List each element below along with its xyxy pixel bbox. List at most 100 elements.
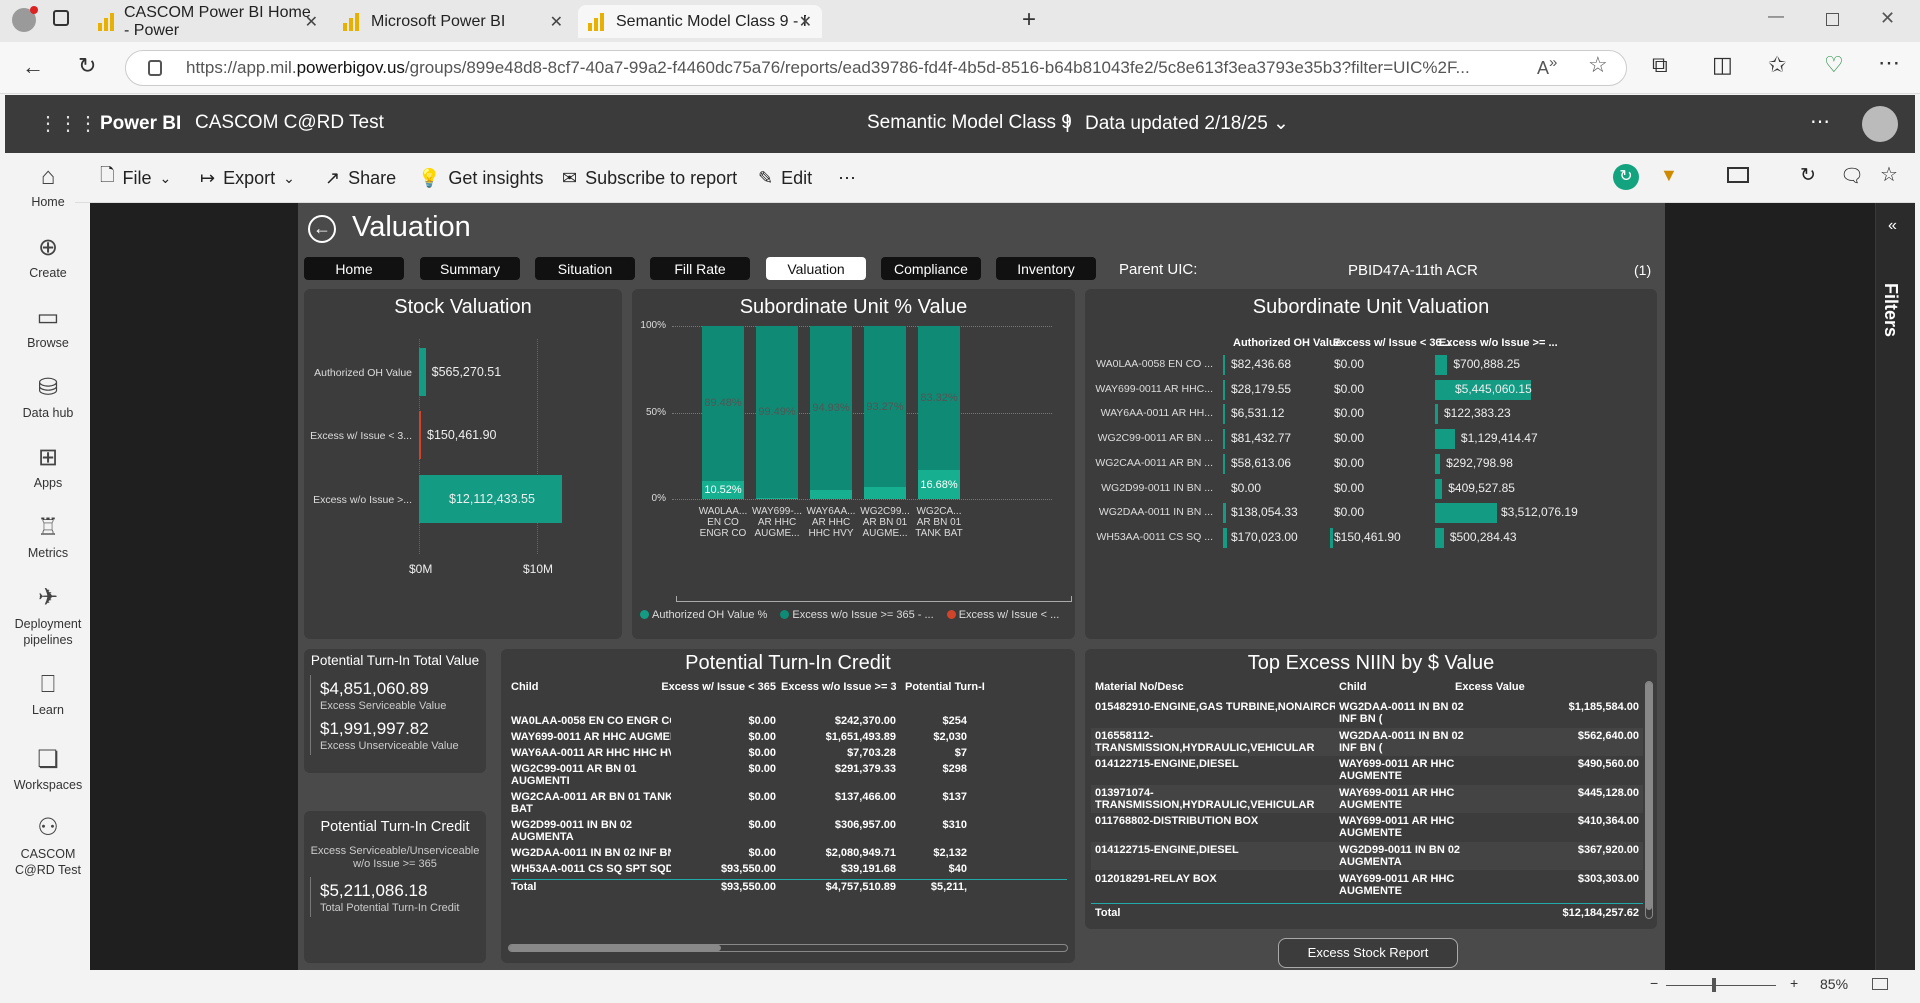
stock-valuation-visual[interactable]: Stock Valuation Authorized OH Value $565,… [304, 289, 671, 639]
row-label[interactable]: WA0LAA-0058 EN CO ... [1096, 358, 1213, 370]
app-launcher-icon[interactable]: ⋮⋮⋮ [38, 113, 98, 135]
row-label[interactable]: WH53AA-0011 CS SQ ... [1096, 530, 1213, 543]
table-row[interactable]: 015482910-ENGINE,GAS TURBINE,NONAIRCRAFT… [1091, 699, 1643, 727]
table-row[interactable]: 014122715-ENGINE,DIESEL WAY699-0011 AR HH… [1091, 756, 1643, 784]
column-header[interactable]: Excess Value [1455, 681, 1525, 693]
column-header[interactable]: Potential Turn-In [905, 681, 985, 693]
page-button-home[interactable]: Home [304, 257, 404, 280]
bar[interactable] [1435, 527, 1444, 548]
row-label[interactable]: WG2D99-0011 IN BN ... [1101, 481, 1213, 494]
authorized-segment[interactable] [702, 480, 744, 499]
bar[interactable] [1330, 527, 1333, 548]
page-button-valuation[interactable]: Valuation [766, 257, 866, 280]
new-tab-button[interactable]: + [1022, 6, 1037, 33]
table-row[interactable]: WG2DAA-0011 IN BN 02 INF BN ($0.00 $2,080… [511, 847, 1067, 863]
collapse-icon[interactable]: « [1888, 217, 1897, 234]
zoom-in-button[interactable]: + [1790, 975, 1799, 991]
bar[interactable] [1435, 453, 1441, 474]
user-avatar[interactable] [1862, 106, 1898, 142]
column-header[interactable]: Excess w/o Issue >= 365 [781, 681, 896, 693]
top-excess-niin-visual[interactable]: Top Excess NIIN by $ Value Material No/D… [1085, 649, 1657, 929]
get-insights-button[interactable]: 💡 Get insights [418, 153, 543, 203]
turnin-total-card[interactable]: Potential Turn-In Total Value $4,851,060… [304, 649, 486, 773]
column-header[interactable]: Child [511, 681, 539, 693]
tab-cascom-home[interactable]: CASCOM Power BI Home - Power ✕ [88, 4, 328, 39]
url-field[interactable]: https://app.mil. powerbigov.us/groups/899… [125, 50, 1627, 86]
table-row[interactable]: 014122715-ENGINE,DIESEL WG2D99-0011 IN BN… [1091, 842, 1643, 870]
subordinate-pct-visual[interactable]: Subordinate Unit % Value 100% 50% 0% 89.48%… [632, 289, 1075, 639]
page-button-situation[interactable]: Situation [535, 257, 635, 280]
parent-uic-value[interactable]: PBID47A-11th ACR [1348, 262, 1478, 279]
bar[interactable] [1223, 429, 1225, 450]
nav-data-hub[interactable]: ⛁ Data hub [5, 373, 91, 420]
bar[interactable] [1435, 355, 1448, 375]
table-row[interactable]: 013971074- TRANSMISSION,HYDRAULIC,VEHICUL… [1091, 784, 1643, 813]
table-row[interactable]: 012018291-RELAY BOX WAY699-0011 AR HHC AUG… [1091, 871, 1643, 899]
nav-metrics[interactable]: ♖ Metrics [5, 513, 91, 560]
horizontal-scrollbar[interactable] [508, 944, 1068, 952]
row-label[interactable]: WAY699-0011 AR HHC... [1095, 382, 1213, 395]
nav-apps[interactable]: ⊞ Apps [5, 443, 91, 490]
zoom-slider[interactable] [1666, 978, 1776, 992]
subscribe-button[interactable]: ✉ Subscribe to report [562, 153, 737, 203]
table-row[interactable]: WAY699-0011 AR HHC AUGMENTE $0.00 $1,651,4… [511, 731, 1067, 747]
data-updated-dropdown[interactable]: Data updated 2/18/25 ⌄ [1085, 112, 1289, 135]
bar[interactable] [1223, 503, 1227, 524]
bar[interactable] [1435, 503, 1497, 524]
close-window-button[interactable]: ✕ [1880, 8, 1896, 28]
x-scrollbar[interactable] [676, 596, 1072, 602]
legend-item[interactable]: Authorized OH Value % [640, 609, 767, 621]
nav-learn[interactable]: ⎕ Learn [5, 671, 91, 717]
vertical-scrollbar[interactable] [1645, 681, 1653, 919]
read-aloud-icon[interactable]: A» [1537, 54, 1558, 78]
browser-essentials-icon[interactable]: ♡ [1824, 52, 1844, 77]
bookmark-icon[interactable]: ▼ [1660, 165, 1678, 185]
table-row[interactable]: 016558112- TRANSMISSION,HYDRAULIC,VEHICUL… [1091, 727, 1643, 756]
bar[interactable] [1223, 355, 1225, 375]
filters-pane[interactable]: « Filters [1875, 203, 1915, 970]
close-icon[interactable]: ✕ [304, 13, 318, 31]
excess-segment[interactable] [810, 326, 852, 491]
page-button-fill-rate[interactable]: Fill Rate [650, 257, 750, 280]
fit-page-icon[interactable] [1872, 978, 1888, 990]
bar[interactable] [1435, 379, 1531, 400]
table-row[interactable]: WH53AA-0011 CS SQ SPT SQDN $93,550.00 $39,… [511, 863, 1067, 879]
reload-icon[interactable]: ↻ [1800, 165, 1816, 186]
table-row[interactable]: WA0LAA-0058 EN CO ENGR CO $0.00 $242,370.0… [511, 715, 1067, 731]
favorite-icon[interactable]: ☆ [1880, 164, 1898, 186]
excess-segment[interactable] [756, 326, 798, 499]
nav-browse[interactable]: ▭ Browse [5, 303, 91, 350]
restore-button[interactable] [1826, 13, 1839, 26]
legend-item[interactable]: Excess w/o Issue >= 365 - ... [780, 609, 934, 621]
authorized-segment[interactable] [756, 498, 798, 499]
column-header[interactable]: Authorized OH Value [1233, 337, 1342, 349]
table-row[interactable]: WG2C99-0011 AR BN 01 AUGMENTI $0.00 $291,37… [511, 763, 1067, 791]
bar[interactable] [1223, 404, 1225, 425]
legend-item[interactable]: Excess w/ Issue < ... [946, 609, 1059, 621]
row-label[interactable]: WG2CAA-0011 AR BN ... [1095, 456, 1213, 469]
table-row[interactable]: WAY6AA-0011 AR HHC HHC HVY $0.00 $7,703.28… [511, 747, 1067, 763]
bar[interactable] [419, 348, 426, 396]
zoom-out-button[interactable]: − [1650, 975, 1659, 991]
more-toolbar-icon[interactable]: ⋯ [838, 167, 856, 188]
bar[interactable] [1435, 404, 1438, 425]
file-menu[interactable]: 🗋 File ⌄ [100, 153, 171, 203]
share-button[interactable]: ↗ Share [325, 153, 396, 203]
export-menu[interactable]: ↦ Export ⌄ [200, 153, 295, 203]
bar[interactable] [1223, 379, 1225, 400]
excess-segment[interactable] [702, 326, 744, 481]
zoom-level[interactable]: 85% [1820, 976, 1849, 992]
close-icon[interactable]: ✕ [549, 13, 563, 31]
profile-avatar[interactable] [12, 6, 38, 32]
excess-segment[interactable] [918, 326, 960, 471]
comment-icon[interactable]: 🗨 [1840, 166, 1865, 187]
column-header[interactable]: Material No/Desc [1095, 681, 1184, 693]
bar[interactable] [1223, 527, 1227, 548]
bar[interactable] [1223, 453, 1225, 474]
subordinate-valuation-visual[interactable]: Subordinate Unit Valuation Authorized OH… [1085, 289, 1657, 639]
extensions-icon[interactable]: ⧉ [1652, 52, 1668, 77]
back-icon[interactable]: ← [22, 54, 44, 79]
close-icon[interactable]: ✕ [798, 13, 812, 31]
excess-stock-report-button[interactable]: Excess Stock Report [1278, 938, 1458, 968]
split-screen-icon[interactable]: ◫ [1712, 52, 1733, 77]
